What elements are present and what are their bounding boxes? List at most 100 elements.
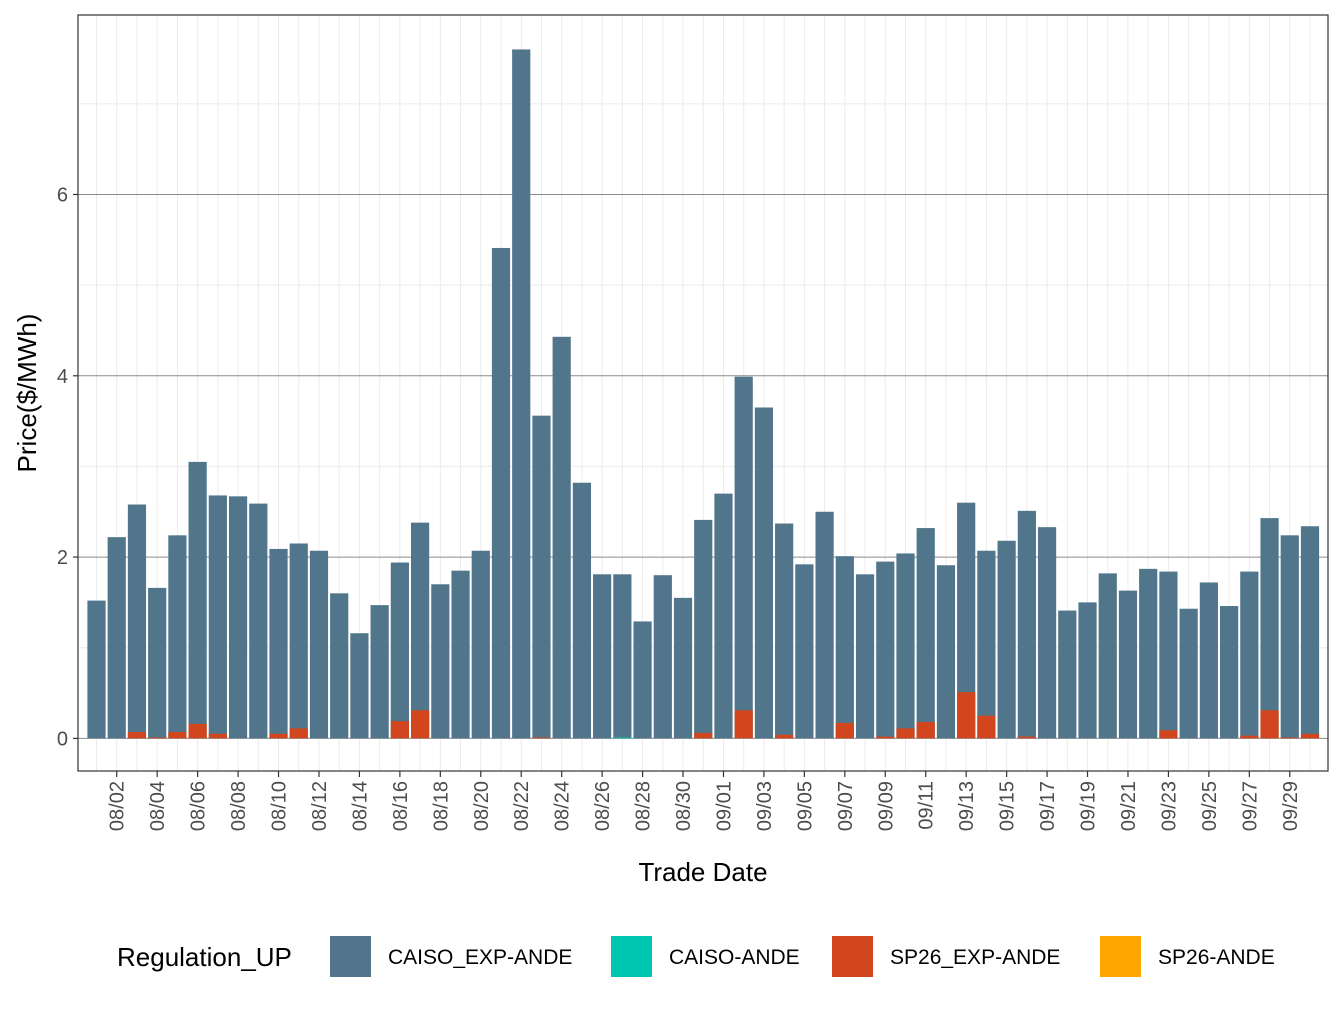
bar-caiso-exp-ande — [775, 523, 794, 739]
bar-caiso-exp-ande — [1037, 527, 1057, 739]
legend-label: SP26_EXP-ANDE — [890, 946, 1060, 969]
bar-sp26-exp-ande — [410, 710, 430, 739]
bar-sp26-exp-ande — [835, 722, 854, 739]
bar-caiso-exp-ande — [552, 336, 571, 739]
bar-caiso-exp-ande — [593, 574, 612, 739]
x-tick-label: 08/14 — [349, 781, 371, 831]
bar-caiso-exp-ande — [431, 584, 450, 739]
bars — [87, 49, 1320, 739]
bar-sp26-exp-ande — [390, 721, 409, 739]
bar-caiso-exp-ande — [1280, 535, 1299, 739]
bar-caiso-exp-ande — [168, 535, 187, 739]
bar-sp26-exp-ande — [532, 737, 551, 739]
bar-sp26-exp-ande — [208, 733, 227, 739]
bar-caiso-exp-ande — [1159, 571, 1178, 739]
bar-sp26-exp-ande — [957, 692, 976, 739]
legend-label: CAISO-ANDE — [669, 946, 800, 969]
bar-caiso-exp-ande — [330, 593, 349, 739]
x-tick-label: 09/03 — [754, 781, 776, 831]
x-tick-label: 09/17 — [1037, 781, 1059, 831]
bar-sp26-exp-ande — [1300, 733, 1320, 739]
bar-caiso-exp-ande — [1219, 606, 1239, 739]
bar-sp26-exp-ande — [289, 728, 308, 739]
bar-caiso-exp-ande — [107, 537, 126, 739]
bar-caiso-exp-ande — [148, 587, 167, 739]
x-tick-label: 08/22 — [511, 781, 533, 831]
bar-caiso-exp-ande — [714, 493, 733, 739]
y-tick-label: 0 — [57, 728, 68, 750]
bar-sp26-exp-ande — [977, 715, 996, 739]
legend-label: SP26-ANDE — [1158, 946, 1275, 969]
x-tick-label: 09/11 — [916, 781, 938, 830]
x-tick-label: 08/24 — [552, 781, 574, 831]
bar-sp26-exp-ande — [269, 733, 288, 739]
bar-caiso-exp-ande — [613, 574, 632, 739]
legend: Regulation_UP CAISO_EXP-ANDE CAISO-ANDE SP… — [117, 936, 1275, 977]
x-tick-label: 08/28 — [633, 781, 655, 831]
bar-sp26-exp-ande — [734, 710, 753, 739]
bar-caiso-exp-ande — [633, 621, 652, 739]
bar-caiso-exp-ande — [350, 633, 369, 739]
bar-caiso-exp-ande — [1118, 590, 1138, 739]
legend-key — [611, 936, 652, 977]
x-tick-label: 09/15 — [997, 781, 1019, 831]
bar-sp26-exp-ande — [896, 728, 915, 739]
bar-caiso-exp-ande — [228, 496, 248, 739]
y-tick-label: 6 — [57, 184, 68, 206]
x-axis-title: Trade Date — [638, 857, 767, 887]
bar-caiso-exp-ande — [795, 564, 814, 739]
x-tick-label: 08/06 — [188, 781, 210, 831]
bar-sp26-exp-ande — [168, 732, 187, 739]
bar-sp26-exp-ande — [916, 722, 935, 739]
bar-caiso-exp-ande — [977, 550, 996, 739]
x-tick-label: 08/30 — [673, 781, 695, 831]
x-tick-label: 08/04 — [147, 781, 169, 831]
x-tick-label: 09/27 — [1239, 781, 1261, 831]
x-axis: 08/02 08/04 08/06 08/08 08/10 08/12 08/14 08/16… — [107, 771, 1302, 831]
y-tick-label: 2 — [57, 547, 68, 569]
bar-caiso-exp-ande — [471, 550, 490, 739]
bar-caiso-exp-ande — [289, 543, 308, 739]
bar-caiso-exp-ande — [815, 511, 834, 739]
x-tick-label: 08/02 — [107, 781, 129, 831]
bar-caiso-exp-ande — [208, 495, 227, 739]
bar-caiso-exp-ande — [1300, 526, 1320, 739]
x-tick-label: 09/01 — [713, 781, 735, 831]
bar-caiso-exp-ande — [572, 482, 592, 739]
bar-caiso-exp-ande — [309, 550, 329, 739]
bar-caiso-exp-ande — [1078, 602, 1097, 739]
bar-caiso-exp-ande — [491, 247, 511, 739]
bar-caiso-exp-ande — [512, 49, 531, 739]
bar-caiso-exp-ande — [957, 502, 976, 739]
bar-caiso-exp-ande — [451, 570, 470, 739]
bar-caiso-exp-ande — [734, 376, 753, 739]
bar-caiso-exp-ande — [1240, 571, 1259, 739]
bar-caiso-exp-ande — [87, 600, 106, 739]
bar-caiso-exp-ande — [127, 504, 147, 739]
bar-caiso-exp-ande — [249, 503, 268, 739]
bar-sp26-exp-ande — [775, 734, 794, 739]
bar-caiso-exp-ande — [876, 561, 895, 739]
bar-caiso-exp-ande — [653, 575, 672, 739]
x-tick-label: 08/10 — [269, 781, 291, 831]
x-tick-label: 09/05 — [794, 781, 816, 831]
bar-caiso-exp-ande — [188, 461, 207, 739]
x-tick-label: 08/08 — [228, 781, 250, 831]
bar-caiso-exp-ande — [1098, 573, 1117, 739]
bar-caiso-exp-ande — [1139, 568, 1158, 739]
bar-caiso-exp-ande — [1260, 518, 1279, 739]
x-tick-label: 09/29 — [1280, 781, 1302, 831]
bar-caiso-exp-ande — [997, 540, 1016, 739]
bar-sp26-exp-ande — [148, 737, 167, 739]
bar-sp26-exp-ande — [1159, 730, 1178, 739]
bar-caiso-exp-ande — [1058, 610, 1077, 739]
panel-border — [77, 14, 1329, 772]
bar-sp26-exp-ande — [876, 736, 895, 739]
bar-caiso-exp-ande — [410, 522, 430, 739]
bar-caiso-exp-ande — [896, 553, 915, 739]
bar-caiso-exp-ande — [532, 415, 551, 739]
bar-caiso-exp-ande — [1179, 608, 1198, 739]
x-tick-label: 09/21 — [1118, 781, 1140, 831]
legend-title: Regulation_UP — [117, 942, 292, 972]
x-tick-label: 09/25 — [1199, 781, 1221, 831]
